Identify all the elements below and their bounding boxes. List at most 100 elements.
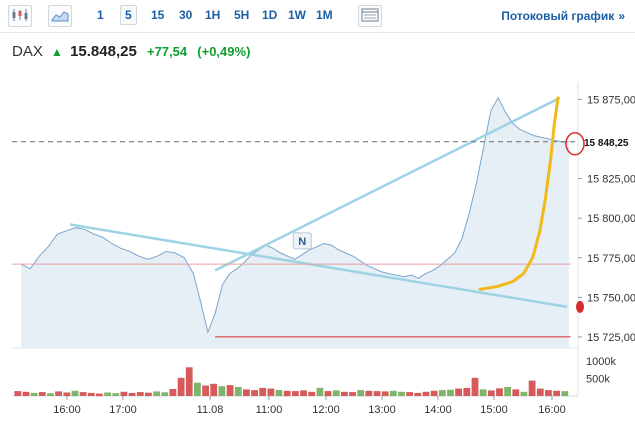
volume-bar [471, 377, 479, 396]
interval-1[interactable]: 1 [97, 8, 104, 22]
volume-bar [308, 391, 316, 396]
volume-bar [398, 391, 405, 396]
last-price-tag [582, 133, 634, 150]
volume-bar [455, 388, 462, 396]
volume-bar [38, 392, 46, 396]
volume-bar [438, 390, 446, 397]
volume-bar [357, 390, 365, 397]
volume-bar [63, 392, 71, 396]
volume-bar [128, 392, 136, 396]
volume-bar [414, 392, 422, 396]
volume-bar [161, 392, 169, 396]
streaming-chart-label[interactable]: Потоковый график [501, 9, 615, 23]
x-tick-label: 15:00 [480, 404, 508, 416]
volume-bar [545, 390, 552, 397]
x-tick-label: 14:00 [424, 404, 452, 416]
volume-bar [22, 391, 30, 396]
volume-bar [14, 391, 22, 396]
volume-bar [341, 391, 348, 396]
volume-bar [316, 387, 324, 396]
chart-toolbar: 1 5 15 30 1H 5H 1D 1W 1M Потоковый графи… [0, 0, 635, 33]
x-tick-label: 12:00 [312, 404, 340, 416]
volume-bar [553, 390, 560, 397]
news-marker-box [292, 232, 312, 250]
y-tick-label: 15 825,00 [587, 174, 635, 186]
instrument-price: 15.848,25 [70, 43, 137, 60]
volume-bar [487, 390, 495, 396]
volume-bar [267, 388, 275, 396]
news-marker: N [298, 236, 306, 248]
volume-tick-label: 1000k [586, 356, 616, 368]
volume-bar [104, 392, 111, 396]
area-chart-icon[interactable] [48, 5, 72, 27]
interval-1h[interactable]: 1H [205, 8, 221, 22]
volume-bar [365, 390, 373, 397]
instrument-symbol: DAX [12, 43, 43, 60]
volume-bar [177, 377, 185, 396]
volume-bar [47, 393, 54, 396]
volume-bar [275, 390, 283, 397]
volume-bar [194, 382, 201, 396]
x-tick-label: 17:00 [109, 404, 137, 416]
volume-bar [87, 392, 95, 396]
interval-15[interactable]: 15 [151, 8, 165, 22]
volume-bar [389, 390, 397, 397]
volume-bar [243, 389, 250, 396]
price-change-percent: (+0,49%) [197, 44, 251, 59]
interval-30[interactable]: 30 [179, 8, 193, 22]
fit-curve [478, 96, 560, 291]
volume-bar [381, 391, 389, 396]
volume-bar [218, 386, 226, 396]
volume-bar [406, 392, 414, 396]
volume-bar [512, 389, 520, 396]
volume-bar [463, 387, 471, 396]
volume-bar [496, 388, 503, 396]
interval-5h[interactable]: 5H [234, 8, 250, 22]
volume-bar [528, 380, 536, 396]
volume-bar [422, 391, 430, 396]
y-tick-label: 15 800,00 [587, 213, 635, 225]
y-tick-label: 15 875,00 [587, 94, 635, 106]
volume-bar [202, 385, 209, 396]
volume-bar [55, 391, 62, 396]
arrow-up-icon: ▲ [51, 45, 63, 59]
x-tick-label: 13:00 [368, 404, 396, 416]
x-tick-label: 16:00 [538, 404, 566, 416]
quote-header: DAX ▲ 15.848,25 +77,54 (+0,49%) [12, 43, 250, 60]
volume-bar [332, 390, 340, 396]
trendline-end-marker [576, 300, 584, 313]
volume-bar [79, 392, 87, 396]
x-tick-label: 11.08 [197, 404, 224, 416]
interval-1m[interactable]: 1M [316, 8, 333, 22]
y-tick-label: 15 725,00 [587, 332, 635, 344]
candlestick-icon[interactable] [8, 5, 32, 27]
volume-bar [226, 385, 234, 396]
last-price-highlight [565, 132, 585, 156]
volume-bar [504, 386, 511, 396]
volume-bar [520, 391, 528, 396]
interval-1d[interactable]: 1D [262, 8, 278, 22]
y-tick-label: 15 750,00 [587, 292, 635, 304]
volume-bar [136, 392, 144, 396]
volume-bar [96, 393, 103, 397]
volume-bar [300, 390, 307, 396]
streaming-chart-link[interactable]: Потоковый график» [501, 9, 625, 23]
volume-bar [71, 390, 79, 397]
interval-5[interactable]: 5 [120, 5, 137, 25]
volume-bar [210, 383, 218, 397]
interval-1w[interactable]: 1W [288, 8, 306, 22]
volume-bar [112, 393, 120, 396]
volume-bar [447, 389, 454, 396]
last-price-label: 15 848,25 [584, 138, 629, 149]
volume-bar [30, 392, 38, 396]
volume-bar [259, 387, 267, 396]
volume-bar [324, 391, 332, 396]
table-view-icon[interactable] [358, 5, 382, 27]
volume-bar [373, 391, 381, 396]
volume-bar [479, 389, 487, 396]
volume-bar [430, 390, 438, 397]
chevron-right-icon: » [618, 9, 625, 23]
volume-bar [153, 391, 160, 396]
price-change: +77,54 [146, 44, 188, 59]
